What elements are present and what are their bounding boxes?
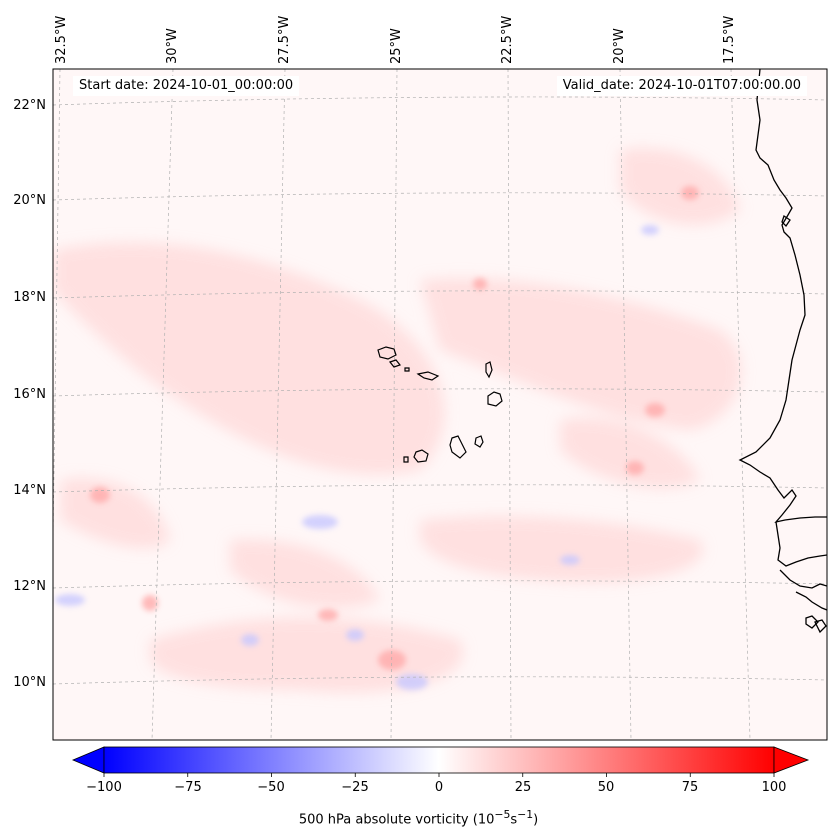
colorbar-tick-label: 100 (761, 780, 787, 795)
island-fogo (413, 449, 429, 463)
island-santiago (449, 435, 467, 459)
island-santo-antao (377, 346, 397, 360)
colorbar-title: 500 hPa absolute vorticity (10−5s−1) (298, 808, 539, 828)
lon-label: 27.5°W (277, 15, 292, 64)
lon-label: 32.5°W (54, 15, 69, 64)
colorbar-tick-label: −25 (341, 780, 369, 795)
map-frame (52, 68, 828, 741)
lat-label: 18°N (13, 290, 46, 305)
lon-label: 25°W (389, 28, 404, 64)
colorbar-under-arrow (71, 746, 105, 774)
colorbar-tick-label: −75 (174, 780, 202, 795)
island-maio (474, 435, 484, 448)
positive-vorticity-areas (53, 148, 742, 693)
colorbar-tick-label: 75 (681, 780, 699, 795)
colorbar-ticks (103, 773, 775, 777)
colorbar-tick-label: −50 (257, 780, 285, 795)
colorbar (71, 746, 810, 777)
lon-label: 22.5°W (500, 15, 515, 64)
lat-label: 14°N (13, 483, 46, 498)
lon-label: 17.5°W (722, 15, 737, 64)
vorticity-field (53, 69, 827, 740)
colorbar-over-arrow (773, 746, 810, 774)
africa-coast (738, 69, 827, 524)
lat-label: 20°N (13, 193, 46, 208)
start-date-label: Start date: 2024-10-01_00:00:00 (73, 76, 300, 96)
lat-label: 22°N (13, 98, 46, 113)
coastline (738, 69, 827, 634)
lat-label: 10°N (13, 675, 46, 690)
lon-label: 20°W (612, 28, 627, 64)
colorbar-body (103, 746, 775, 774)
cape-verde-islands (377, 346, 503, 463)
island-sao-vicente (388, 359, 402, 368)
colorbar-tick-label: −100 (86, 780, 122, 795)
island-sao-nicolau (416, 371, 440, 381)
island-sal (485, 361, 493, 379)
lon-label: 30°W (165, 28, 180, 64)
colorbar-tick-label: 50 (597, 780, 615, 795)
island-santa-luzia (404, 367, 410, 372)
colorbar-tick-label: 0 (434, 780, 444, 795)
island-brava (403, 456, 409, 463)
island-boa-vista (487, 391, 503, 407)
lat-label: 12°N (13, 579, 46, 594)
negative-vorticity-areas (55, 225, 659, 690)
gridlines (53, 69, 827, 740)
lat-label: 16°N (13, 387, 46, 402)
valid-date-label: Valid_date: 2024-10-01T07:00:00.00 (556, 76, 807, 96)
colorbar-tick-label: 25 (514, 780, 532, 795)
